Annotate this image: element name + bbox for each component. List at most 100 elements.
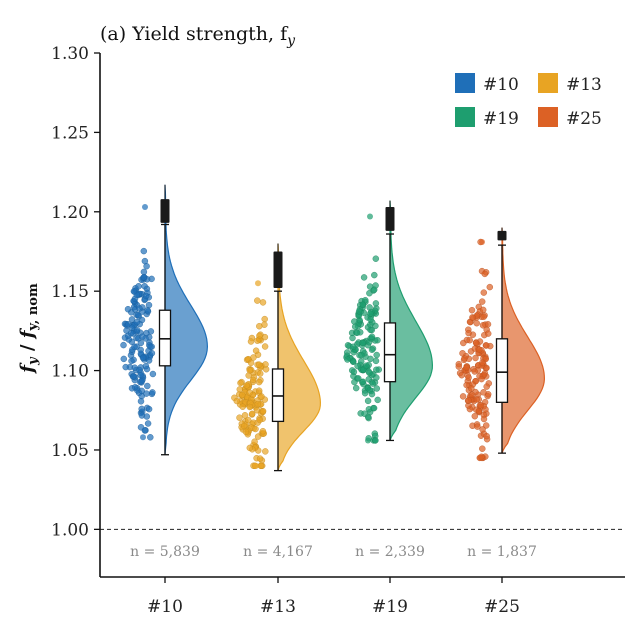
outlier-cluster [273,251,283,289]
data-point [350,343,357,350]
data-point [361,390,369,397]
data-point [477,454,483,461]
data-point [246,389,253,396]
data-point [246,367,254,374]
data-point [473,396,480,403]
data-point [373,351,380,359]
y-label-den: f [17,327,38,340]
data-point [371,286,378,293]
data-point [353,384,360,392]
data-point [355,375,362,382]
data-point [144,382,151,390]
data-point [147,434,154,441]
data-point [468,391,476,398]
y-label-num-sub: y [26,356,41,366]
data-point [147,328,155,335]
data-point [140,434,146,441]
data-point [478,375,485,383]
data-point [367,310,374,317]
data-point [256,387,263,394]
outlier-cluster [160,199,170,223]
data-point [127,330,135,337]
data-point [145,405,153,413]
y-tick-label: 1.10 [51,362,89,382]
data-point [366,369,373,377]
data-point [233,397,241,405]
data-point [344,356,351,363]
data-point [365,376,372,383]
data-point [358,352,365,359]
legend: #10 #13 #19 #25 [455,73,602,129]
y-label-den-sub: y, nom [26,283,41,331]
data-point [142,292,150,300]
y-tick-label: 1.30 [51,44,89,64]
data-point [372,255,379,262]
data-point [476,346,483,353]
data-point [459,393,467,400]
data-point [350,358,357,365]
data-point [483,342,490,349]
data-point [351,378,358,386]
data-point [486,283,493,291]
count-label-25: n = 1,837 [467,544,537,560]
data-point [256,323,263,330]
data-point [262,448,269,455]
data-point [361,410,368,417]
y-tick-label: 1.15 [51,282,89,302]
data-point [455,363,462,370]
data-point [479,298,486,305]
data-point [244,416,252,424]
data-point [141,257,149,265]
data-point [130,373,138,380]
data-point [256,416,263,424]
legend-swatch-19 [455,107,475,127]
data-point [368,333,376,340]
data-point [367,326,374,334]
data-point [255,280,261,287]
data-point [254,297,261,304]
data-point [259,299,267,306]
data-point [358,358,365,365]
data-point [349,334,356,342]
data-point [352,323,359,330]
data-point [481,270,488,278]
legend-swatch-10 [455,73,475,93]
y-label-sep: / [17,338,38,357]
data-point [134,311,142,319]
data-point [465,374,472,381]
y-tick-label: 1.20 [51,203,89,223]
legend-swatch-13 [538,73,558,93]
data-point [475,408,482,415]
data-point [149,370,157,378]
x-tick-label-13: #13 [260,597,296,617]
data-point [252,425,259,433]
legend-label-25: #25 [566,109,602,129]
plot-area: n = 5,839 n = 4,167 n = 2,339 n = 1,837 [100,184,625,560]
data-point [133,327,141,334]
data-point [364,397,372,405]
outlier-cluster [497,230,507,241]
axes: #10 #13 #19 #25 1.00 1.05 1.10 1.15 1.20 1.25 1.30 [51,44,625,617]
data-point [354,362,361,370]
data-point [252,347,260,354]
data-point [485,330,492,337]
data-point [367,355,374,363]
data-point [373,366,380,373]
data-point [128,316,136,323]
data-point [120,341,127,349]
data-point [141,283,148,290]
data-point [140,268,148,276]
violin-19 [389,200,434,441]
data-point [135,283,142,290]
data-point [144,307,151,314]
data-point [479,445,486,452]
data-point [472,354,479,362]
data-point [239,391,246,399]
data-point [144,420,152,427]
data-point [360,274,368,281]
data-point [262,361,269,368]
data-point [480,389,487,396]
data-point [136,305,143,312]
data-point [465,329,472,337]
chart-title-sub: y [286,33,296,49]
